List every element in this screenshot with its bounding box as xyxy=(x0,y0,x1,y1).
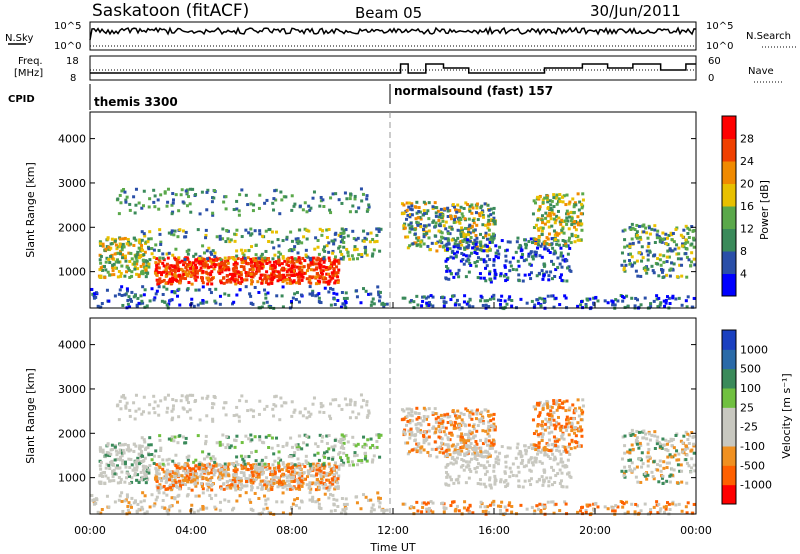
colorbar-tick-label: 100 xyxy=(740,382,761,395)
date-title: 30/Jun/2011 xyxy=(590,2,681,20)
y-tick-label: 4000 xyxy=(58,133,86,146)
colorbar-tick-label: 25 xyxy=(740,401,754,414)
power-panel: 4000 3000 2000 1000 Slant Range [km] 28 24 20… xyxy=(24,111,771,311)
colorbar-tick-label: 28 xyxy=(740,133,754,146)
freq-tick-top: 18 xyxy=(66,56,79,67)
x-tick-label: 00:00 xyxy=(680,524,712,537)
nave-tick-bottom: 0 xyxy=(708,73,714,84)
colorbar-tick-label: -100 xyxy=(740,440,765,453)
y-tick-label: 3000 xyxy=(58,383,86,396)
colorbar-tick-label: 16 xyxy=(740,200,754,213)
velocity-panel: 4000 3000 2000 1000 Slant Range [km] 1000 50… xyxy=(24,317,793,517)
colorbar-tick-label: -1000 xyxy=(740,479,772,492)
colorbar-tick-label: -25 xyxy=(740,421,758,434)
x-tick-label: 04:00 xyxy=(175,524,207,537)
colorbar-tick-label: 500 xyxy=(740,363,761,376)
time-axis: 00:00 04:00 08:00 12:00 16:00 20:00 00:00 xyxy=(74,302,712,537)
velocity-colorbar: 1000 500 100 25 -25 -100 -500 -1000 xyxy=(721,329,772,505)
nave-label: Nave xyxy=(748,66,774,77)
y-tick-label: 2000 xyxy=(58,427,86,440)
noise-left-tick-top: 10^5 xyxy=(54,21,81,32)
colorbar-tick-label: 20 xyxy=(740,178,754,191)
noise-panel: N.Sky 10^5 10^0 10^5 10^0 N.Search xyxy=(5,21,796,52)
velocity-ylabel: Slant Range [km] xyxy=(24,368,37,464)
x-tick-label: 20:00 xyxy=(579,524,611,537)
y-tick-label: 3000 xyxy=(58,177,86,190)
colorbar-tick-label: 12 xyxy=(740,223,754,236)
freq-tick-bottom: 8 xyxy=(70,73,76,84)
nave-tick-top: 60 xyxy=(708,56,721,67)
x-tick-label: 00:00 xyxy=(74,524,106,537)
colorbar-tick-label: -500 xyxy=(740,459,765,472)
noise-right-tick-bottom: 10^0 xyxy=(706,41,733,52)
x-tick-label: 12:00 xyxy=(377,524,409,537)
cpid-mode-1: themis 3300 xyxy=(94,95,178,109)
power-colorbar: 28 24 20 16 12 8 4 xyxy=(721,115,754,297)
cpid-mode-2: normalsound (fast) 157 xyxy=(394,84,553,98)
beam-title: Beam 05 xyxy=(355,4,422,22)
power-colorbar-label: Power [dB] xyxy=(758,180,771,240)
cpid-label: CPID xyxy=(8,94,35,105)
x-tick-label: 08:00 xyxy=(276,524,308,537)
cpid-panel: CPID themis 3300 normalsound (fast) 157 xyxy=(8,84,553,110)
y-tick-label: 4000 xyxy=(58,339,86,352)
noise-right-label: N.Search xyxy=(746,31,791,42)
colorbar-tick-label: 1000 xyxy=(740,343,768,356)
freq-panel: Freq. [MHz] 18 8 60 0 Nave xyxy=(14,55,784,84)
station-title: Saskatoon (fitACF) xyxy=(92,1,249,21)
freq-label-1: Freq. xyxy=(18,56,43,67)
freq-line xyxy=(90,63,696,74)
velocity-heatmap-cells xyxy=(90,393,697,517)
y-tick-label: 1000 xyxy=(58,266,86,279)
colorbar-tick-label: 4 xyxy=(740,268,747,281)
noise-left-tick-bottom: 10^0 xyxy=(54,41,81,52)
x-tick-label: 16:00 xyxy=(478,524,510,537)
noise-left-label: N.Sky xyxy=(5,33,33,44)
colorbar-tick-label: 8 xyxy=(740,245,747,258)
y-tick-label: 2000 xyxy=(58,221,86,234)
noise-right-tick-top: 10^5 xyxy=(706,21,733,32)
y-tick-label: 1000 xyxy=(58,472,86,485)
power-ylabel: Slant Range [km] xyxy=(24,162,37,258)
noise-sky-line xyxy=(89,25,697,41)
velocity-colorbar-label: Velocity [m s⁻¹] xyxy=(780,373,793,458)
freq-label-2: [MHz] xyxy=(14,68,43,79)
colorbar-tick-label: 24 xyxy=(740,155,754,168)
x-axis-label: Time UT xyxy=(369,541,415,554)
power-heatmap-cells xyxy=(90,187,697,311)
